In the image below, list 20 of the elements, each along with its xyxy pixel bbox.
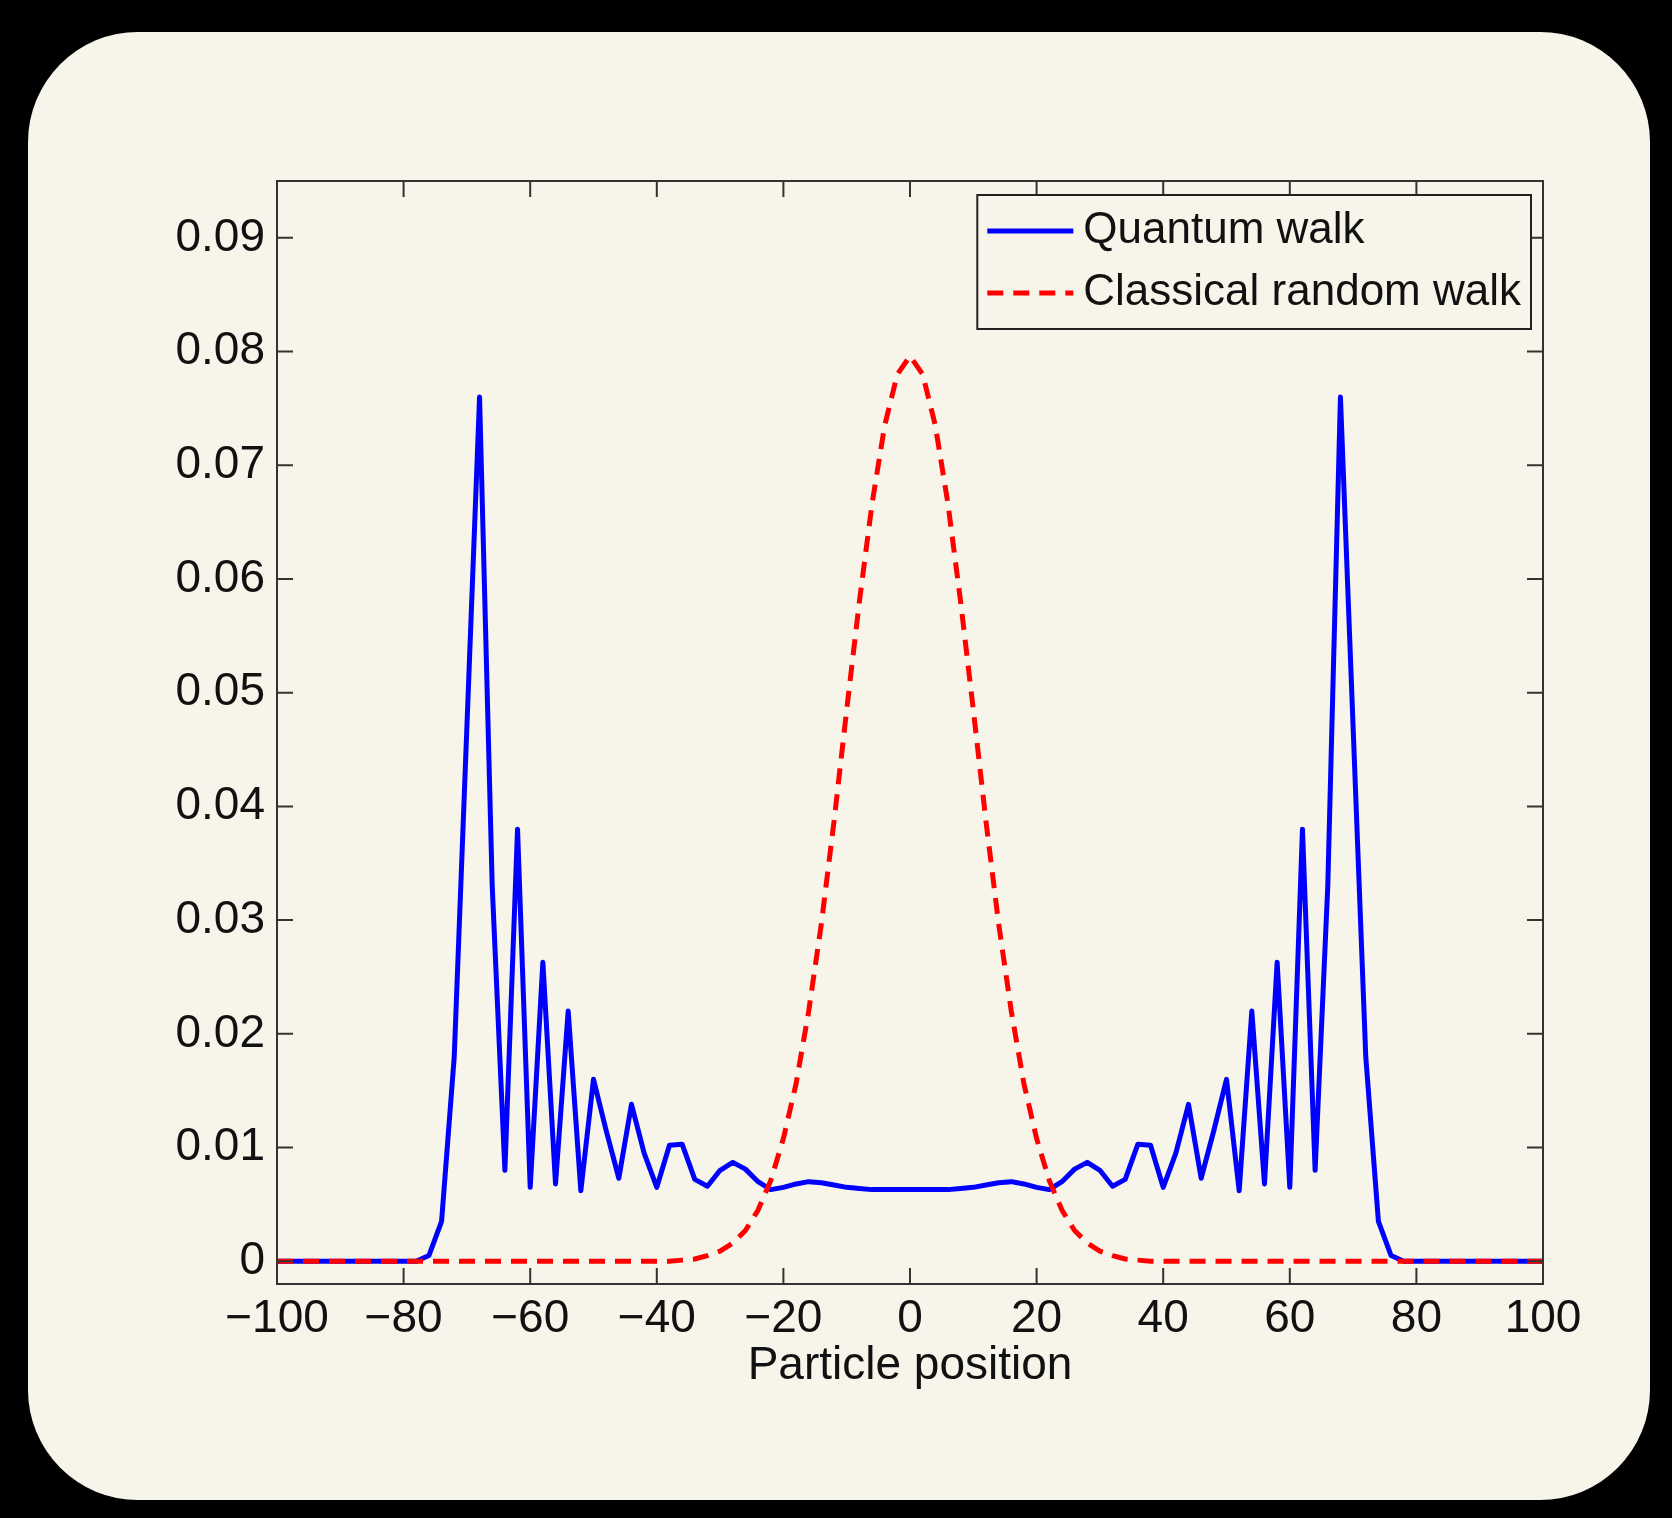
x-tick-label: −80 [364, 1290, 443, 1343]
y-tick-label: 0.06 [175, 549, 265, 602]
x-tick-label: 100 [1504, 1290, 1582, 1343]
y-tick-label: 0.02 [175, 1004, 265, 1057]
y-tick-label: 0.05 [175, 663, 265, 716]
x-tick-label: 40 [1137, 1290, 1189, 1343]
y-tick-label: 0.09 [175, 208, 265, 261]
y-tick-label: 0.01 [175, 1118, 265, 1171]
legend-label: Classical random walk [1083, 265, 1522, 315]
x-tick-label: 60 [1264, 1290, 1316, 1343]
y-tick-label: 0 [239, 1231, 265, 1284]
x-tick-label: −100 [225, 1290, 329, 1343]
x-tick-label: −60 [491, 1290, 570, 1343]
y-tick-label: 0.08 [175, 322, 265, 375]
x-tick-label: −40 [617, 1290, 696, 1343]
x-tick-label: 80 [1390, 1290, 1442, 1343]
legend-label: Quantum walk [1083, 203, 1366, 253]
y-tick-label: 0.04 [175, 777, 265, 830]
y-tick-label: 0.03 [175, 890, 265, 943]
y-tick-label: 0.07 [175, 435, 265, 488]
